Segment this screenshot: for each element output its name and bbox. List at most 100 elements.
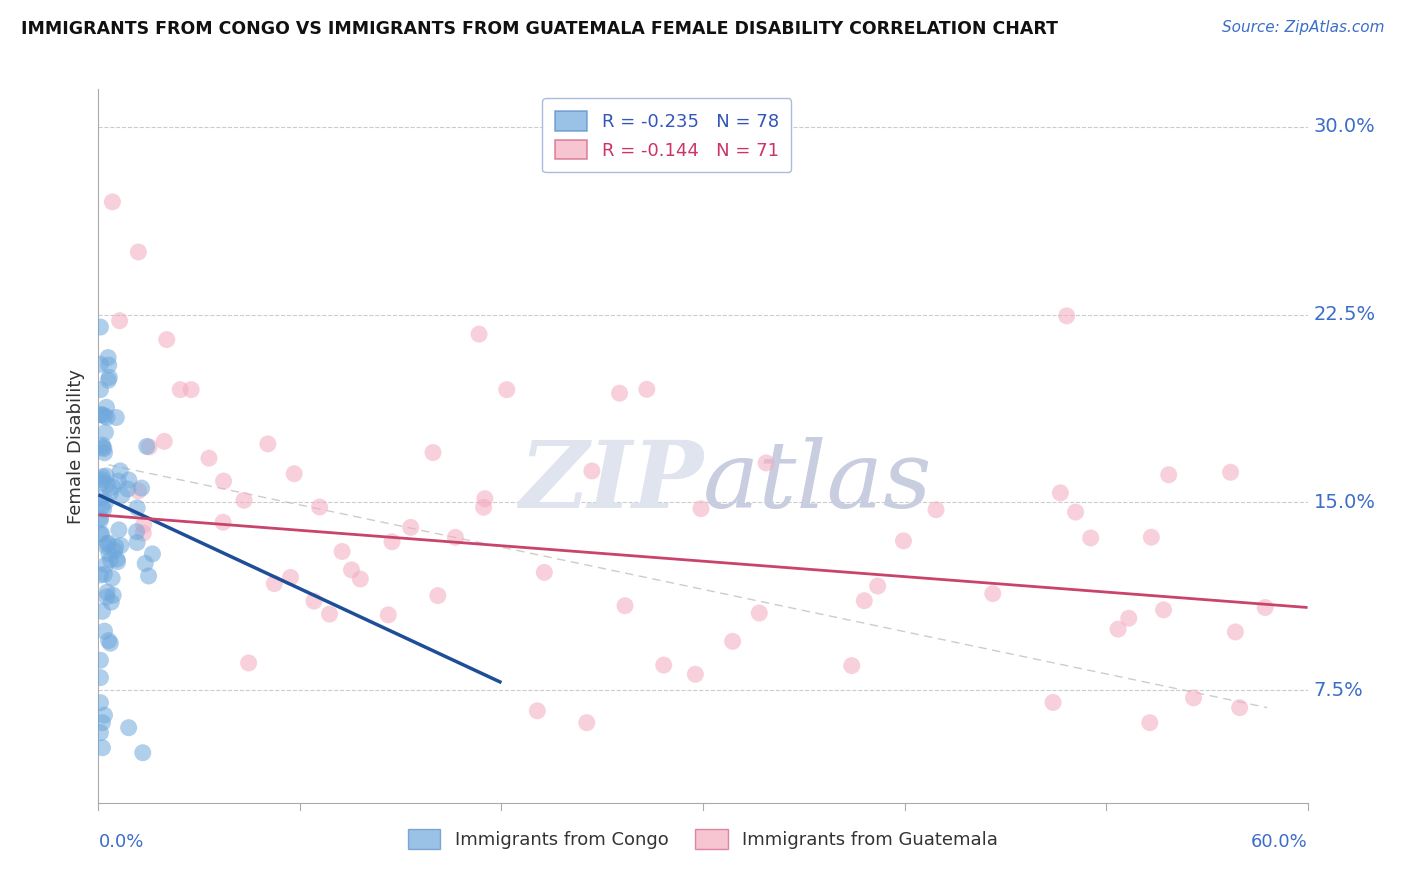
Point [132,517,155,532]
Point [238,656,260,670]
Point [104,540,127,554]
Point [96,410,118,425]
Point [89,568,111,582]
Point [91,408,114,422]
Point [125,524,148,539]
Point [98,370,121,384]
Point [614,599,637,613]
Point [97,351,120,365]
Point [104,543,127,558]
Point [257,437,280,451]
Point [96,590,118,604]
Point [93,624,115,639]
Point [91,473,114,487]
Point [94,469,117,483]
Text: Source: ZipAtlas.com: Source: ZipAtlas.com [1222,20,1385,35]
Point [91,500,114,514]
Point [318,607,340,621]
Point [156,333,179,347]
Point [91,715,114,730]
Point [101,571,124,585]
Point [426,589,449,603]
Point [94,539,117,553]
Point [141,547,163,561]
Point [93,442,115,456]
Point [748,606,770,620]
Point [94,494,117,508]
Point [468,327,491,342]
Point [110,539,132,553]
Point [526,704,548,718]
Point [212,474,235,488]
Point [98,553,121,567]
Point [93,708,115,723]
Point [134,557,156,571]
Point [495,383,517,397]
Point [89,527,111,541]
Point [93,502,115,516]
Text: 15.0%: 15.0% [1313,493,1375,512]
Point [96,537,118,551]
Point [127,483,149,498]
Text: atlas: atlas [703,437,932,526]
Point [1140,530,1163,544]
Point [685,667,707,681]
Point [349,572,371,586]
Point [981,586,1004,600]
Point [212,515,235,529]
Point [105,552,128,566]
Point [89,357,111,371]
Point [132,746,155,760]
Point [1064,505,1087,519]
Text: IMMIGRANTS FROM CONGO VS IMMIGRANTS FROM GUATEMALA FEMALE DISABILITY CORRELATION: IMMIGRANTS FROM CONGO VS IMMIGRANTS FROM… [21,20,1059,37]
Text: 30.0%: 30.0% [1313,117,1375,136]
Point [89,696,111,710]
Point [1254,600,1277,615]
Point [474,491,496,506]
Point [609,386,631,401]
Point [111,488,134,502]
Point [90,526,112,541]
Point [330,544,353,558]
Point [91,740,114,755]
Point [652,658,675,673]
Point [1157,467,1180,482]
Point [1182,690,1205,705]
Point [89,671,111,685]
Point [131,481,153,495]
Text: 60.0%: 60.0% [1251,833,1308,851]
Point [91,441,114,455]
Point [153,434,176,449]
Point [93,409,115,423]
Point [1049,486,1071,500]
Point [118,721,141,735]
Point [283,467,305,481]
Point [1219,465,1241,479]
Point [107,555,129,569]
Point [96,401,118,415]
Point [1225,624,1247,639]
Point [100,595,122,609]
Point [89,653,111,667]
Point [233,493,256,508]
Point [94,425,117,440]
Point [1056,309,1078,323]
Point [94,558,117,572]
Point [108,464,131,478]
Point [96,585,118,599]
Point [103,588,125,602]
Point [97,547,120,561]
Y-axis label: Female Disability: Female Disability [66,368,84,524]
Point [91,438,114,452]
Point [280,570,302,584]
Point [108,523,131,537]
Point [101,480,124,494]
Point [117,482,139,496]
Point [841,658,863,673]
Point [97,373,120,387]
Text: 22.5%: 22.5% [1313,305,1375,324]
Point [107,474,129,488]
Text: 7.5%: 7.5% [1313,681,1364,699]
Point [97,358,120,372]
Point [108,314,131,328]
